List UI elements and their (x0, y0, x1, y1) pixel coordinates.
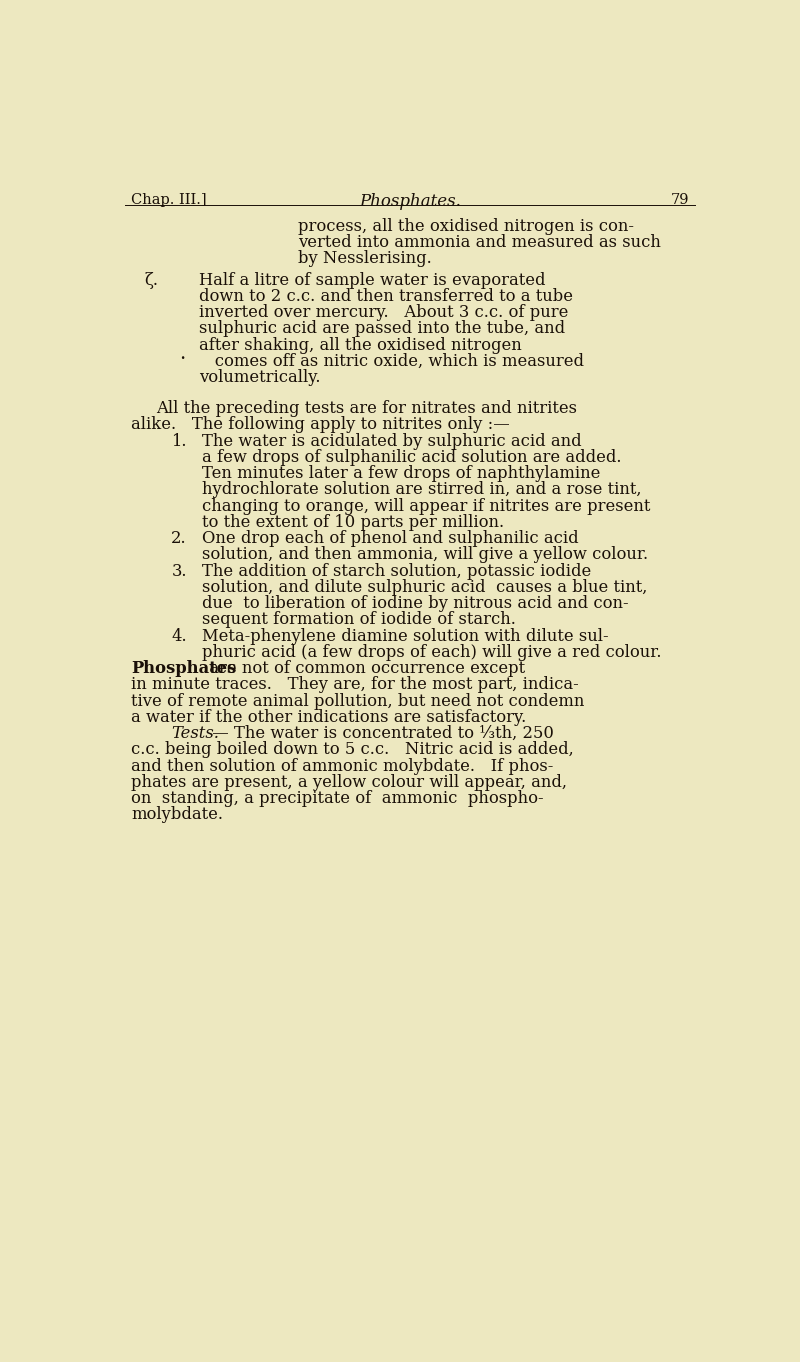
Text: Tests.: Tests. (171, 725, 219, 742)
Text: process, all the oxidised nitrogen is con-: process, all the oxidised nitrogen is co… (298, 218, 634, 236)
Text: 1.: 1. (171, 433, 187, 449)
Text: and then solution of ammonic molybdate.   If phos-: and then solution of ammonic molybdate. … (131, 757, 554, 775)
Text: on  standing, a precipitate of  ammonic  phospho-: on standing, a precipitate of ammonic ph… (131, 790, 544, 808)
Text: 3.: 3. (171, 563, 187, 580)
Text: ·: · (178, 350, 185, 369)
Text: solution, and then ammonia, will give a yellow colour.: solution, and then ammonia, will give a … (202, 546, 649, 564)
Text: a water if the other indications are satisfactory.: a water if the other indications are sat… (131, 708, 526, 726)
Text: All the preceding tests are for nitrates and nitrites: All the preceding tests are for nitrates… (156, 400, 577, 417)
Text: c.c. being boiled down to 5 c.c.   Nitric acid is added,: c.c. being boiled down to 5 c.c. Nitric … (131, 741, 574, 759)
Text: by Nesslerising.: by Nesslerising. (298, 251, 432, 267)
Text: 79: 79 (670, 193, 689, 207)
Text: a few drops of sulphanilic acid solution are added.: a few drops of sulphanilic acid solution… (202, 449, 622, 466)
Text: Phosphates: Phosphates (131, 661, 236, 677)
Text: inverted over mercury.   About 3 c.c. of pure: inverted over mercury. About 3 c.c. of p… (199, 304, 569, 321)
Text: Phosphates.: Phosphates. (359, 193, 461, 210)
Text: alike.   The following apply to nitrites only :—: alike. The following apply to nitrites o… (131, 417, 510, 433)
Text: after shaking, all the oxidised nitrogen: after shaking, all the oxidised nitrogen (199, 336, 522, 354)
Text: volumetrically.: volumetrically. (199, 369, 321, 387)
Text: Chap. III.]: Chap. III.] (131, 193, 206, 207)
Text: solution, and dilute sulphuric acid  causes a blue tint,: solution, and dilute sulphuric acid caus… (202, 579, 648, 595)
Text: Ten minutes later a few drops of naphthylamine: Ten minutes later a few drops of naphthy… (202, 464, 601, 482)
Text: phates are present, a yellow colour will appear, and,: phates are present, a yellow colour will… (131, 774, 567, 791)
Text: One drop each of phenol and sulphanilic acid: One drop each of phenol and sulphanilic … (202, 530, 579, 548)
Text: Meta-phenylene diamine solution with dilute sul-: Meta-phenylene diamine solution with dil… (202, 628, 609, 644)
Text: due  to liberation of iodine by nitrous acid and con-: due to liberation of iodine by nitrous a… (202, 595, 629, 612)
Text: are not of common occurrence except: are not of common occurrence except (204, 661, 526, 677)
Text: hydrochlorate solution are stirred in, and a rose tint,: hydrochlorate solution are stirred in, a… (202, 481, 642, 498)
Text: changing to orange, will appear if nitrites are present: changing to orange, will appear if nitri… (202, 497, 650, 515)
Text: Half a litre of sample water is evaporated: Half a litre of sample water is evaporat… (199, 271, 546, 289)
Text: ζ.: ζ. (145, 271, 158, 289)
Text: sulphuric acid are passed into the tube, and: sulphuric acid are passed into the tube,… (199, 320, 566, 338)
Text: comes off as nitric oxide, which is measured: comes off as nitric oxide, which is meas… (199, 353, 584, 370)
Text: molybdate.: molybdate. (131, 806, 223, 824)
Text: sequent formation of iodide of starch.: sequent formation of iodide of starch. (202, 612, 516, 628)
Text: 4.: 4. (171, 628, 187, 644)
Text: down to 2 c.c. and then transferred to a tube: down to 2 c.c. and then transferred to a… (199, 287, 573, 305)
Text: phuric acid (a few drops of each) will give a red colour.: phuric acid (a few drops of each) will g… (202, 644, 662, 661)
Text: The water is acidulated by sulphuric acid and: The water is acidulated by sulphuric aci… (202, 433, 582, 449)
Text: The addition of starch solution, potassic iodide: The addition of starch solution, potassi… (202, 563, 591, 580)
Text: 2.: 2. (171, 530, 187, 548)
Text: tive of remote animal pollution, but need not condemn: tive of remote animal pollution, but nee… (131, 693, 584, 710)
Text: — The water is concentrated to ⅓th, 250: — The water is concentrated to ⅓th, 250 (207, 725, 554, 742)
Text: to the extent of 10 parts per million.: to the extent of 10 parts per million. (202, 513, 505, 531)
Text: verted into ammonia and measured as such: verted into ammonia and measured as such (298, 234, 662, 251)
Text: in minute traces.   They are, for the most part, indica-: in minute traces. They are, for the most… (131, 677, 578, 693)
